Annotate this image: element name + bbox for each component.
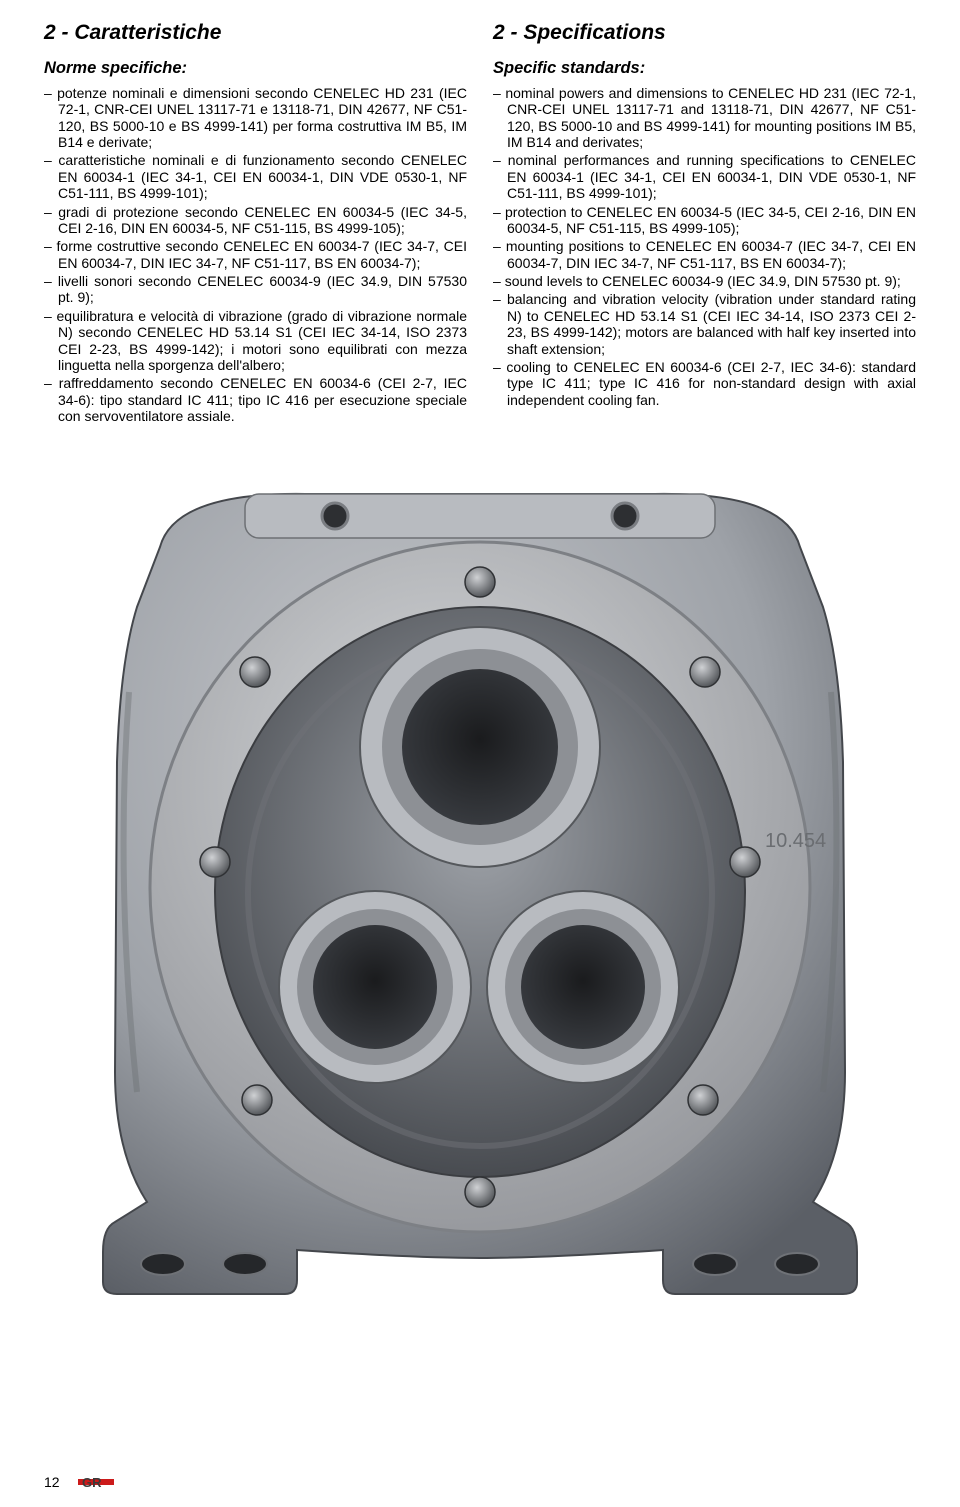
left-column: 2 - Caratteristiche Norme specifiche: po…	[44, 20, 467, 426]
right-item: sound levels to CENELEC 60034-9 (IEC 34.…	[493, 273, 916, 289]
left-item: equilibratura e velocità di vibrazione (…	[44, 308, 467, 374]
left-list: potenze nominali e dimensioni secondo CE…	[44, 85, 467, 425]
brand-logo-icon: GR	[78, 1473, 114, 1491]
right-title: 2 - Specifications	[493, 20, 916, 45]
right-item: nominal powers and dimensions to CENELEC…	[493, 85, 916, 151]
left-item: gradi di protezione secondo CENELEC EN 6…	[44, 204, 467, 237]
right-item: protection to CENELEC EN 60034-5 (IEC 34…	[493, 204, 916, 237]
left-subtitle: Norme specifiche:	[44, 59, 467, 79]
right-subtitle: Specific standards:	[493, 59, 916, 79]
product-image-wrap: 10.454	[44, 432, 916, 1322]
left-item: livelli sonori secondo CENELEC 60034-9 (…	[44, 273, 467, 306]
right-item: balancing and vibration velocity (vibrat…	[493, 291, 916, 357]
right-item: cooling to CENELEC EN 60034-6 (CEI 2-7, …	[493, 359, 916, 408]
top-pad	[245, 494, 715, 538]
svg-text:GR: GR	[82, 1475, 102, 1490]
left-title: 2 - Caratteristiche	[44, 20, 467, 45]
left-item: potenze nominali e dimensioni secondo CE…	[44, 85, 467, 151]
left-item: caratteristiche nominali e di funzioname…	[44, 152, 467, 201]
page-footer: 12 GR	[44, 1473, 114, 1491]
right-item: nominal performances and running specifi…	[493, 152, 916, 201]
right-column: 2 - Specifications Specific standards: n…	[493, 20, 916, 426]
embossed-part-number: 10.454	[765, 830, 826, 852]
left-item: raffreddamento secondo CENELEC EN 60034-…	[44, 375, 467, 424]
page-number: 12	[44, 1474, 60, 1490]
product-casting-image: 10.454	[45, 432, 915, 1322]
right-item: mounting positions to CENELEC EN 60034-7…	[493, 238, 916, 271]
left-item: forme costruttive secondo CENELEC EN 600…	[44, 238, 467, 271]
right-list: nominal powers and dimensions to CENELEC…	[493, 85, 916, 408]
